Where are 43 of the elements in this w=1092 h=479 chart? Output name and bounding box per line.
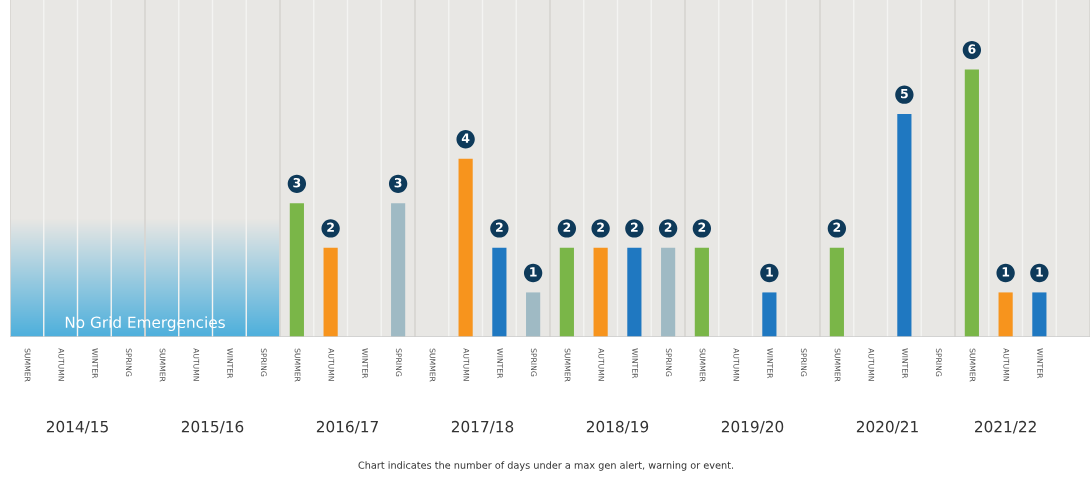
bar [998, 292, 1013, 337]
data-label: 4 [461, 133, 470, 143]
text: 2020/21 [856, 420, 918, 434]
bar [762, 292, 777, 337]
data-label: 2 [833, 222, 841, 232]
text: 2017/18 [451, 420, 514, 434]
data-label: 3 [394, 178, 402, 188]
data-label: 2 [597, 222, 604, 232]
data-label: 2 [327, 222, 334, 232]
bar [323, 247, 338, 337]
bar [627, 247, 642, 337]
data-label: 3 [293, 178, 301, 188]
bar [492, 247, 507, 337]
data-label: 1 [766, 267, 773, 277]
data-label: 2 [698, 222, 706, 232]
data-label: 5 [900, 89, 908, 99]
data-label: 1 [530, 267, 537, 277]
text: 2021/22 [975, 420, 1036, 434]
bar [897, 114, 912, 337]
text: 2019/20 [721, 420, 784, 434]
data-label: 1 [1036, 267, 1043, 277]
data-label: 1 [1002, 267, 1010, 277]
data-label: 6 [968, 44, 976, 54]
text: 2014/15 [46, 420, 108, 434]
data-label: 2 [664, 222, 672, 232]
bar [458, 158, 473, 337]
text: 2018/19 [586, 420, 649, 434]
data-label: 2 [563, 222, 571, 232]
data-label: 2 [496, 222, 503, 232]
bar [526, 292, 541, 337]
bar [829, 247, 844, 337]
text: 2016/17 [316, 420, 378, 434]
bar [593, 247, 608, 337]
bar [391, 203, 406, 337]
text: 2015/16 [181, 420, 244, 434]
bar [694, 247, 709, 337]
text: Chart indicates the number of days under a max gen alert, warning or event. [358, 461, 734, 471]
bar [1032, 292, 1047, 337]
bar [559, 247, 574, 337]
bar [964, 69, 979, 337]
bar [289, 203, 304, 337]
data-label: 2 [631, 222, 638, 232]
bar [661, 247, 676, 337]
